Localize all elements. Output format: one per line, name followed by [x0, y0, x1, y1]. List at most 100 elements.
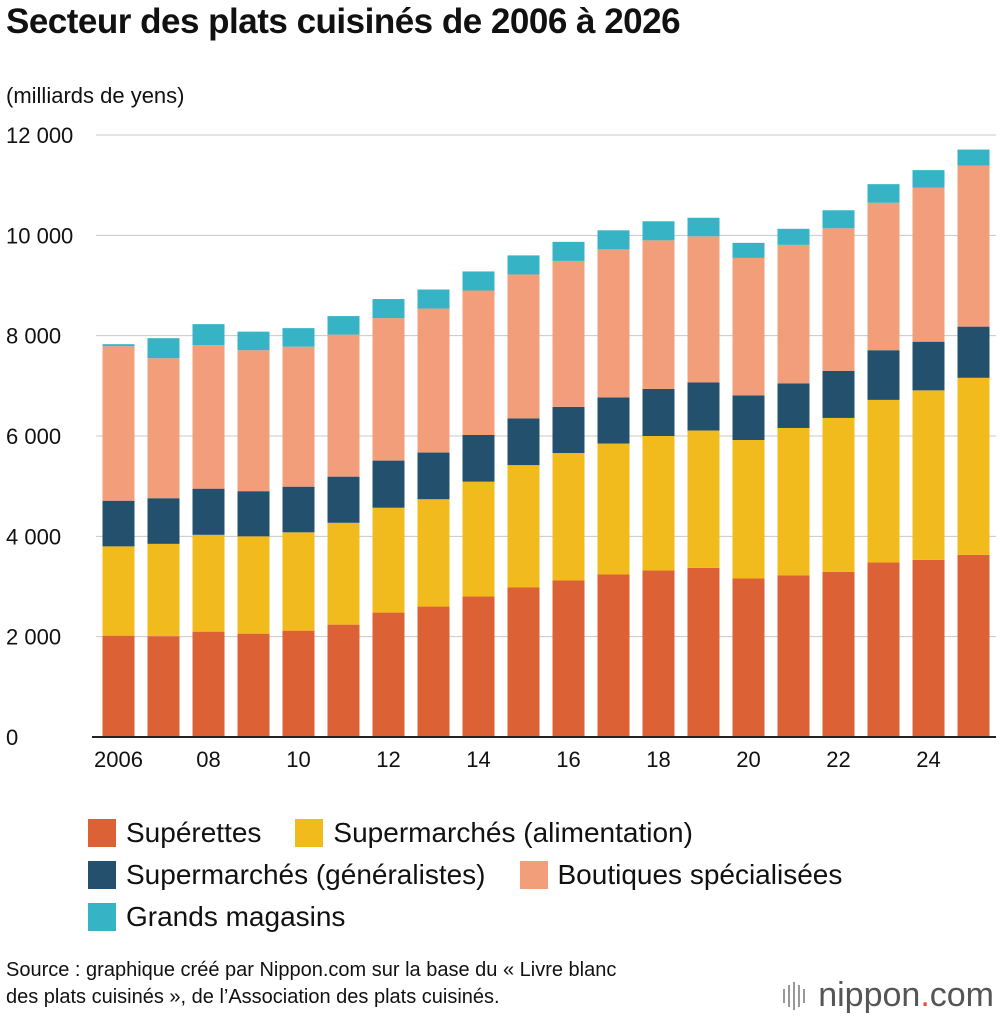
brand-logo: nippon. com: [783, 976, 994, 1015]
bar-segment: [732, 242, 765, 258]
source-note: Source : graphique créé par Nippon.com s…: [6, 957, 766, 1011]
bar-segment: [957, 165, 990, 327]
legend-label: Supermarchés (alimentation): [333, 817, 693, 848]
bar-segment: [192, 534, 225, 632]
bar-segment: [417, 606, 450, 737]
x-tick-label: 2006: [94, 747, 143, 772]
bar-segment: [192, 324, 225, 346]
bar-segment: [912, 170, 945, 188]
bar-segment: [597, 443, 630, 575]
bar-segment: [417, 499, 450, 607]
bar-segment: [597, 249, 630, 398]
bar-segment: [147, 636, 180, 737]
bar-segment: [777, 228, 810, 245]
bar-segment: [822, 228, 855, 371]
x-tick-label: 18: [646, 747, 670, 772]
bar-segment: [552, 580, 585, 737]
legend-row: Supermarchés (généralistes) Boutiques sp…: [88, 854, 988, 896]
bar-segment: [507, 418, 540, 466]
legend-item-superettes: Supérettes: [88, 817, 261, 849]
brand-name: nippon: [818, 976, 921, 1014]
y-tick-label: 10 000: [6, 223, 73, 248]
legend-label: Boutiques spécialisées: [557, 859, 843, 890]
bar-segment: [822, 571, 855, 737]
bar-segment: [912, 341, 945, 391]
bar-segment: [147, 498, 180, 544]
bar-segment: [777, 427, 810, 576]
x-tick-label: 08: [196, 747, 220, 772]
bar-segment: [417, 289, 450, 309]
bar-segment: [597, 230, 630, 250]
brand-bars-icon: [783, 981, 808, 1010]
bar-segment: [237, 633, 270, 737]
bar-segment: [372, 299, 405, 319]
bar-segment: [147, 358, 180, 499]
bar-segment: [867, 399, 900, 563]
bar-segment: [372, 318, 405, 461]
bar-segment: [327, 624, 360, 737]
x-tick-label: 14: [466, 747, 490, 772]
legend-swatch: [88, 819, 116, 847]
bar-segment: [732, 578, 765, 737]
bar-segment: [282, 486, 315, 533]
bar-segment: [192, 488, 225, 535]
legend-row: Supérettes Supermarchés (alimentation): [88, 812, 988, 854]
bar-segment: [237, 536, 270, 634]
bar-segment: [282, 328, 315, 347]
gridlines: [96, 134, 996, 638]
bar-segment: [192, 345, 225, 489]
bar-segment: [777, 244, 810, 384]
x-tick-label: 24: [916, 747, 940, 772]
bar-segment: [642, 570, 675, 737]
bar-segment: [597, 574, 630, 737]
bar-segment: [102, 500, 135, 547]
y-tick-label: 4 000: [6, 524, 61, 549]
bar-segment: [732, 440, 765, 579]
y-tick-label: 2 000: [6, 625, 61, 650]
x-tick-label: 12: [376, 747, 400, 772]
bar-segment: [102, 346, 135, 501]
legend-row: Grands magasins: [88, 896, 988, 938]
bar-segment: [867, 202, 900, 351]
bar-segment: [282, 532, 315, 631]
x-tick-label: 10: [286, 747, 310, 772]
bar-segment: [642, 240, 675, 389]
bar-segment: [912, 559, 945, 737]
bar-segment: [102, 635, 135, 737]
bar-segment: [372, 612, 405, 737]
y-tick-label: 6 000: [6, 424, 61, 449]
bar-segment: [327, 334, 360, 477]
bar-segment: [102, 546, 135, 636]
y-tick-label: 0: [6, 725, 18, 750]
brand-tld: com: [929, 976, 994, 1014]
bar-segment: [462, 481, 495, 597]
legend-item-supermarches-generalistes: Supermarchés (généralistes): [88, 859, 486, 891]
bar-segment: [957, 149, 990, 166]
bar-segment: [462, 596, 495, 737]
bar-segment: [462, 271, 495, 291]
bar-segment: [687, 430, 720, 568]
source-line: des plats cuisinés », de l’Association d…: [6, 986, 500, 1008]
legend-label: Grands magasins: [126, 901, 346, 932]
chart-area: (milliards de yens) 0 2 000 4 000 6 000 8 00…: [6, 83, 996, 772]
bar-segment: [192, 631, 225, 737]
bar-segment: [327, 476, 360, 523]
bar-segment: [372, 460, 405, 508]
bar-segment: [372, 507, 405, 613]
x-tick-label: 22: [826, 747, 850, 772]
y-tick-label: 8 000: [6, 324, 61, 349]
bars: [102, 149, 990, 737]
chart-title: Secteur des plats cuisinés de 2006 à 202…: [6, 2, 681, 41]
bar-segment: [552, 260, 585, 407]
bar-segment: [507, 587, 540, 737]
bar-segment: [237, 350, 270, 492]
legend-swatch: [88, 903, 116, 931]
bar-segment: [552, 406, 585, 454]
bar-segment: [867, 562, 900, 737]
bar-segment: [552, 241, 585, 261]
bar-segment: [327, 316, 360, 335]
bar-segment: [957, 377, 990, 555]
bar-segment: [642, 436, 675, 571]
bar-segment: [147, 338, 180, 359]
brand-dot: .: [920, 976, 930, 1014]
